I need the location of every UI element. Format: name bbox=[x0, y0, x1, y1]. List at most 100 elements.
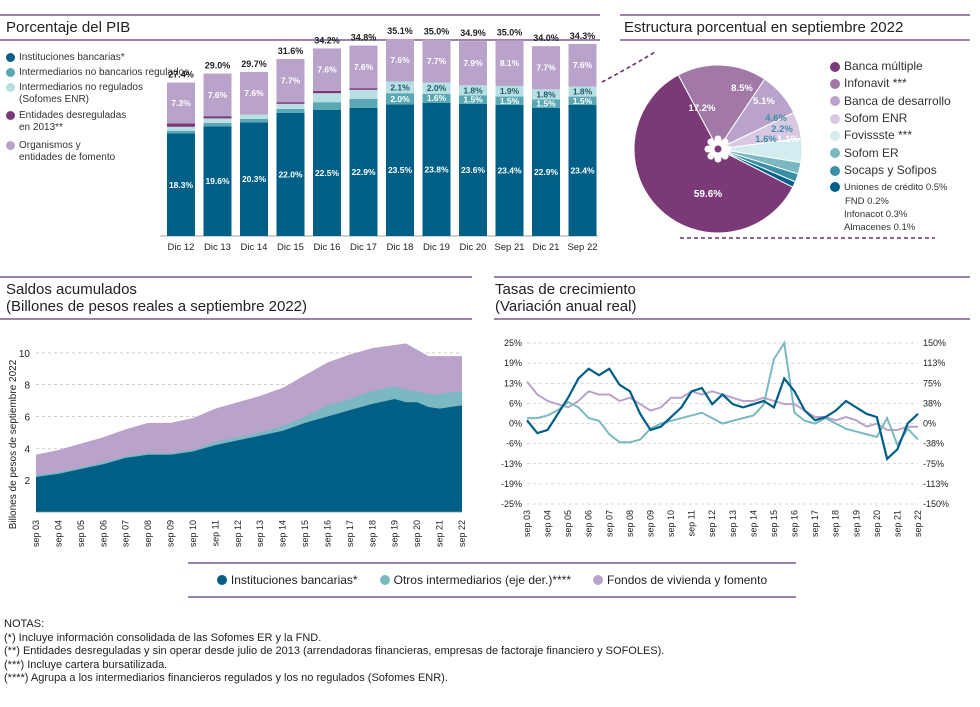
pib-bar-label: 23.4% bbox=[570, 165, 595, 175]
pib-bar-label: 2.0% bbox=[427, 83, 447, 93]
pib-bar-label: 1.8% bbox=[463, 85, 483, 95]
legend-swatch bbox=[830, 61, 840, 72]
gear-icon bbox=[704, 135, 732, 163]
note-4: (****) Agrupa a los intermediarios finan… bbox=[4, 672, 448, 685]
pib-bar-segment bbox=[240, 114, 268, 119]
saldos-x-tick: sep 07 bbox=[121, 520, 131, 547]
tasas-x-tick: sep 18 bbox=[831, 510, 841, 537]
legend-swatch bbox=[830, 113, 840, 124]
pib-bar-label: 7.7% bbox=[536, 63, 556, 73]
pib-bar-label: 1.9% bbox=[500, 86, 520, 96]
pib-bar-label: 22.0% bbox=[278, 169, 303, 179]
tasas-y-tick-right: 75% bbox=[923, 378, 941, 388]
pib-legend-item: Instituciones bancarias* bbox=[6, 52, 125, 64]
pib-bar-segment bbox=[313, 90, 341, 94]
pib-bar-segment bbox=[349, 45, 378, 89]
pib-bar-label: 7.9% bbox=[463, 58, 483, 68]
tasas-y-tick-left: 19% bbox=[504, 358, 522, 368]
pib-bar-segment bbox=[422, 82, 451, 94]
tasas-x-tick: sep 10 bbox=[666, 510, 676, 537]
tasas-x-tick: sep 13 bbox=[728, 510, 738, 537]
pib-bar-segment bbox=[349, 98, 378, 108]
pib-x-tick: Dic 20 bbox=[460, 242, 487, 253]
pib-bar-label: 1.8% bbox=[573, 87, 593, 97]
legend-item-fondos: Fondos de vivienda y fomento bbox=[593, 573, 767, 587]
pie-slice bbox=[717, 148, 796, 188]
saldos-area-bancarias bbox=[36, 399, 462, 512]
legend-swatch bbox=[830, 131, 840, 142]
pib-bar-label: 7.6% bbox=[390, 55, 410, 65]
saldos-y-tick: 6 bbox=[24, 413, 30, 424]
gear-hole bbox=[714, 145, 722, 153]
pib-bar-segment bbox=[313, 93, 341, 103]
pib-bar-segment bbox=[349, 88, 378, 90]
legend-label: Fovissste *** bbox=[844, 128, 913, 143]
tasas-x-tick: sep 07 bbox=[604, 510, 614, 537]
legend-label: Instituciones bancarias* bbox=[19, 52, 125, 63]
saldos-y-tick: 8 bbox=[24, 381, 30, 392]
legend-swatch bbox=[830, 182, 840, 193]
pib-bar-segment bbox=[167, 126, 195, 131]
tasas-x-tick: sep 20 bbox=[872, 510, 882, 537]
pie-slice-label: 5.1% bbox=[753, 96, 775, 107]
pib-x-tick: Dic 13 bbox=[204, 242, 231, 253]
tasas-title-rule bbox=[494, 276, 970, 278]
pib-bar-label: 7.6% bbox=[354, 62, 374, 72]
legend-swatch bbox=[830, 96, 840, 107]
note-1: (*) Incluye información consolidada de l… bbox=[4, 631, 322, 644]
saldos-x-tick: sep 11 bbox=[210, 520, 220, 546]
tasas-x-tick: sep 14 bbox=[748, 510, 758, 537]
saldos-title: Saldos acumulados bbox=[6, 281, 137, 298]
pib-bar-segment bbox=[276, 102, 305, 104]
pib-bar-segment bbox=[240, 122, 268, 236]
tasas-x-tick: sep 22 bbox=[913, 510, 923, 537]
legend-label-line2: en 2013** bbox=[19, 122, 63, 133]
legend-label: Fondos de vivienda y fomento bbox=[607, 573, 768, 587]
pib-bar-segment bbox=[459, 95, 487, 104]
pib-bar-label: 23.8% bbox=[424, 164, 449, 174]
saldos-x-tick: sep 13 bbox=[255, 520, 265, 547]
pib-title: Porcentaje del PIB bbox=[6, 19, 131, 36]
pib-total-label: 34.0% bbox=[533, 33, 559, 43]
legend-swatch bbox=[216, 575, 227, 585]
pib-total-label: 29.0% bbox=[205, 61, 231, 71]
tasas-x-tick: sep 06 bbox=[584, 510, 594, 537]
legend-swatch bbox=[379, 575, 390, 585]
pie-slice-label: 2.2% bbox=[771, 124, 793, 135]
notes-heading: NOTAS: bbox=[4, 618, 45, 630]
legend-label: Instituciones bancarias* bbox=[230, 573, 358, 587]
tasas-y-tick-right: 0% bbox=[923, 419, 936, 429]
pib-bar-label: 1.6% bbox=[427, 93, 447, 103]
pie-slice-label: 1.6% bbox=[755, 134, 777, 145]
pib-total-label: 34.8% bbox=[351, 33, 377, 43]
pib-title-rule-bottom bbox=[0, 39, 600, 41]
legend-swatch bbox=[830, 148, 840, 159]
legend-swatch bbox=[593, 575, 604, 585]
pib-legend-item: Entidades desreguladas en 2013** bbox=[6, 110, 126, 134]
pie-legend-subitem: FND 0.2% bbox=[845, 196, 889, 207]
legend-swatch bbox=[830, 79, 840, 90]
pib-bar-label: 2.0% bbox=[390, 94, 410, 104]
pib-bar-label: 19.6% bbox=[205, 176, 230, 186]
pie-legend-uniones: Uniones de crédito 0.5% bbox=[830, 182, 948, 194]
tasas-x-tick: sep 19 bbox=[851, 510, 861, 537]
pib-x-tick: Dic 15 bbox=[277, 242, 304, 253]
tasas-subtitle: (Variación anual real) bbox=[495, 298, 637, 315]
pie-legend-item: Sofom ER bbox=[830, 147, 899, 159]
legend-label: Intermediarios no bancarios regulados bbox=[19, 67, 190, 78]
pib-bar-segment bbox=[386, 104, 414, 237]
legend-swatch bbox=[830, 165, 840, 176]
saldos-y-tick: 2 bbox=[24, 476, 30, 487]
pib-bar-segment bbox=[568, 104, 597, 237]
pib-bar-segment bbox=[459, 103, 487, 236]
saldos-x-tick: sep 06 bbox=[98, 520, 108, 547]
pib-total-label: 27.4% bbox=[168, 70, 194, 80]
pib-bar-segment bbox=[167, 123, 195, 127]
pib-bar-label: 2.1% bbox=[390, 82, 410, 92]
legend-label: Uniones de crédito 0.5% bbox=[844, 182, 948, 193]
legend-label: Sofom ENR bbox=[844, 110, 908, 125]
pib-bar-segment bbox=[203, 73, 232, 117]
legend-label: Infonavit *** bbox=[844, 76, 907, 91]
saldos-x-tick: sep 22 bbox=[457, 520, 467, 547]
pib-bar-segment bbox=[532, 46, 560, 90]
